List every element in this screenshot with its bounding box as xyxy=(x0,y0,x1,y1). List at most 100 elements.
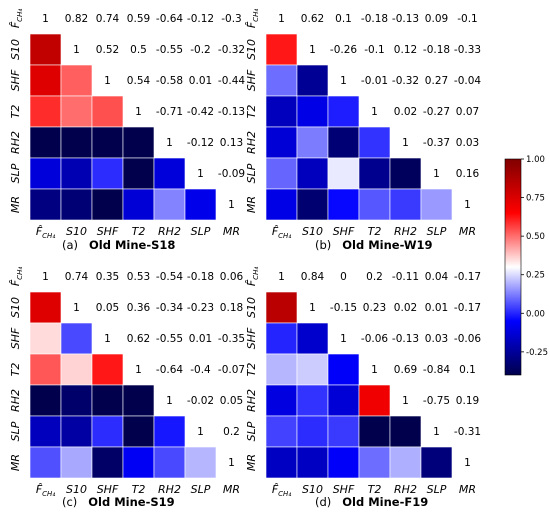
panel-b: 1 0.62 0.1 -0.18 -0.13 0.09 -0.1 1 -0.26 -0.1 0.12… xyxy=(236,0,481,262)
heatmap-cell xyxy=(327,95,360,128)
heatmap-cell xyxy=(60,157,93,190)
caption-d-title: Old Mine-F19 xyxy=(342,495,429,509)
heatmap-cell xyxy=(91,415,124,448)
col-label: MR xyxy=(459,225,476,238)
heatmap-cell xyxy=(296,446,329,479)
cell-value: -0.07 xyxy=(218,364,245,376)
heatmap-cell xyxy=(153,157,186,190)
cell-value: 0.13 xyxy=(220,137,243,149)
heatmap-cell xyxy=(60,64,93,97)
heatmap-cell xyxy=(296,64,329,97)
col-label: F̂CH₄ xyxy=(272,225,291,240)
col-label: S10 xyxy=(302,225,323,238)
cell-value: -0.01 xyxy=(361,75,388,87)
cell-value: -0.42 xyxy=(187,106,214,118)
heatmap-cell xyxy=(122,188,155,221)
cell-value: -0.34 xyxy=(156,302,183,314)
cell-value: -0.55 xyxy=(156,44,183,56)
cell-value: 0.74 xyxy=(65,271,89,283)
heatmap-cell xyxy=(265,322,298,355)
heatmap-cell xyxy=(327,157,360,190)
heatmap-cell xyxy=(122,126,155,159)
cell-value: 1 xyxy=(166,395,173,407)
cell-value: 1 xyxy=(433,168,440,180)
cell-value: -0.1 xyxy=(364,44,385,56)
cell-value: -0.17 xyxy=(454,271,481,283)
heatmap-cell xyxy=(327,353,360,386)
col-label: RH2 xyxy=(394,483,417,496)
row-label: T2 xyxy=(9,363,22,377)
cell-value: -0.09 xyxy=(218,168,245,180)
col-label: S10 xyxy=(66,225,87,238)
row-label: S10 xyxy=(9,297,22,318)
heatmap-cell xyxy=(327,446,360,479)
heatmap-cell xyxy=(29,415,62,448)
colorbar-tick-label: -0.25 xyxy=(526,348,548,358)
cell-value: 0.07 xyxy=(456,106,479,118)
cell-value: 0.06 xyxy=(220,271,244,283)
col-label: SHF xyxy=(333,225,355,238)
heatmap-cell xyxy=(60,415,93,448)
row-label: SHF xyxy=(245,327,258,349)
col-label: S10 xyxy=(66,483,87,496)
heatmap-cell xyxy=(358,157,391,190)
heatmap-cell xyxy=(358,384,391,417)
cell-value: -0.18 xyxy=(187,271,214,283)
heatmap-cell xyxy=(60,126,93,159)
cell-value: 0.18 xyxy=(220,302,243,314)
cell-value: -0.64 xyxy=(156,364,183,376)
caption-d-label: (d) xyxy=(315,495,332,509)
cell-value: 1 xyxy=(73,302,80,314)
heatmap-cell xyxy=(420,188,453,221)
row-label: MR xyxy=(245,196,258,213)
heatmap-cell xyxy=(265,33,298,66)
col-label: MR xyxy=(223,225,240,238)
heatmap-cell xyxy=(29,126,62,159)
cell-value: 1 xyxy=(42,271,49,283)
cell-value: 1 xyxy=(135,364,142,376)
cell-value: 1 xyxy=(197,426,204,438)
heatmap-cell xyxy=(91,95,124,128)
cell-value: 1 xyxy=(73,44,80,56)
cell-value: -0.06 xyxy=(454,333,481,345)
row-label: SLP xyxy=(245,421,258,441)
row-label: MR xyxy=(9,196,22,213)
heatmap-cell xyxy=(29,33,62,66)
heatmap-cell xyxy=(153,446,186,479)
heatmap-cell xyxy=(29,95,62,128)
cell-value: -0.13 xyxy=(392,333,419,345)
heatmap-cell xyxy=(265,415,298,448)
cell-value: -0.13 xyxy=(392,13,419,25)
cell-value: 1 xyxy=(371,106,378,118)
cell-value: 1 xyxy=(278,271,285,283)
cell-value: 1 xyxy=(278,13,285,25)
panel-d: 1 0.84 0 0.2 -0.11 0.04 -0.17 1 -0.15 0.23 0.02 0.0… xyxy=(236,258,481,520)
heatmap-cell xyxy=(327,415,360,448)
cell-value: -0.18 xyxy=(361,13,388,25)
cell-value: 0.04 xyxy=(425,271,449,283)
heatmap-cell xyxy=(389,157,422,190)
cell-value: -0.12 xyxy=(187,137,214,149)
heatmap-cell xyxy=(296,322,329,355)
row-label: RH2 xyxy=(245,131,258,154)
cell-value: -0.18 xyxy=(423,44,450,56)
cell-value: -0.02 xyxy=(187,395,214,407)
heatmap-cell xyxy=(60,188,93,221)
cell-value: 1 xyxy=(104,75,111,87)
cell-value: -0.26 xyxy=(330,44,357,56)
cell-value: -0.13 xyxy=(218,106,245,118)
cell-value: 1 xyxy=(433,426,440,438)
cell-value: -0.23 xyxy=(187,302,214,314)
col-label: F̂CH₄ xyxy=(272,483,291,498)
cell-value: 0.12 xyxy=(394,44,417,56)
heatmap-cell xyxy=(389,415,422,448)
col-label: T2 xyxy=(368,225,382,238)
cell-value: 0 xyxy=(340,271,347,283)
caption-c: (c) Old Mine-S19 xyxy=(62,495,175,509)
cell-value: 0.53 xyxy=(127,271,150,283)
cell-value: 0.5 xyxy=(130,44,147,56)
cell-value: 1 xyxy=(464,199,471,211)
heatmap-cell xyxy=(389,446,422,479)
cell-value: 0.01 xyxy=(189,333,212,345)
cell-value: -0.4 xyxy=(190,364,211,376)
